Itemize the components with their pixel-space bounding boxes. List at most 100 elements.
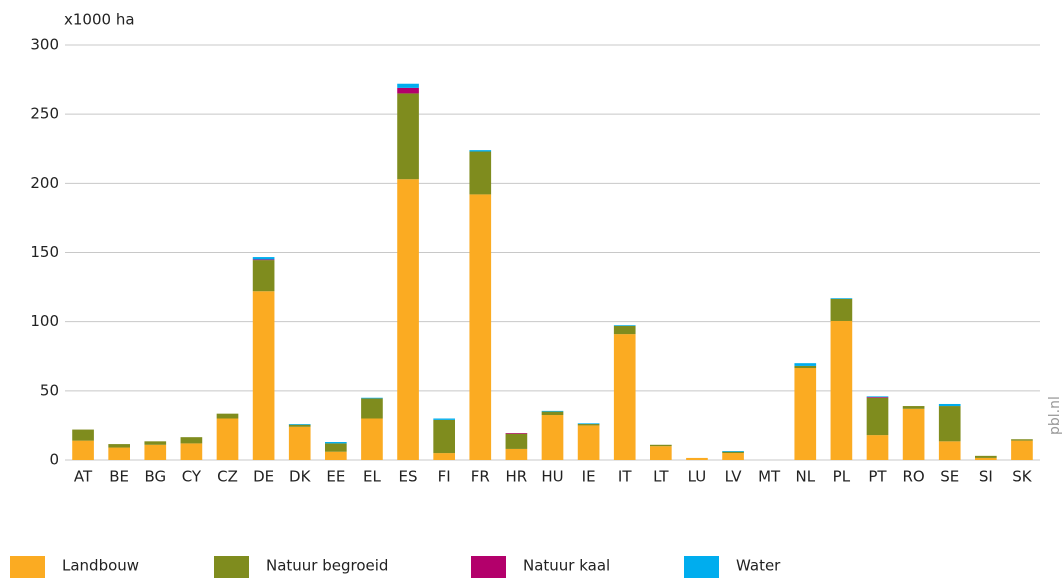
bar-segment — [902, 406, 925, 409]
bar-segment — [252, 260, 275, 292]
bar-segment — [397, 93, 419, 180]
bar-segment — [397, 83, 419, 88]
x-tick-label: HU — [541, 468, 563, 486]
y-tick-label: 150 — [30, 243, 59, 261]
x-tick-label: NL — [795, 468, 815, 486]
bar-segment — [505, 448, 528, 460]
legend-label: Landbouw — [62, 557, 139, 575]
bar-segment — [433, 453, 455, 460]
bar-segment — [361, 397, 383, 399]
bar-segment — [830, 298, 853, 299]
bar-segment — [505, 433, 528, 434]
bar-segment — [1011, 439, 1033, 441]
x-tick-label: CZ — [217, 468, 238, 486]
bar-segment — [180, 443, 203, 460]
bar-segment — [866, 397, 889, 398]
legend-swatch — [214, 556, 249, 578]
bar-segment — [361, 418, 383, 460]
bar-segment — [541, 411, 564, 416]
x-tick-label: FI — [438, 468, 451, 486]
bar-segment — [361, 398, 383, 419]
bar-segment — [1011, 440, 1033, 460]
bar-segment — [288, 426, 311, 460]
x-tick-label: LT — [653, 468, 669, 486]
bar-segment — [216, 413, 239, 419]
bar-segment — [577, 425, 600, 460]
x-tick-label: LU — [688, 468, 707, 486]
bar-segment — [722, 453, 744, 460]
bar-segment — [866, 396, 889, 398]
x-tick-label: PL — [833, 468, 851, 486]
bar-segment — [469, 151, 492, 195]
bar-segment — [577, 423, 600, 425]
bar-segment — [650, 446, 672, 460]
bar-segment — [938, 406, 961, 442]
bar-segment — [613, 325, 636, 326]
x-tick-label: DE — [253, 468, 274, 486]
bar-segment — [938, 441, 961, 460]
bar-segment — [541, 415, 564, 460]
bar-segment — [613, 325, 636, 335]
bar-segment — [433, 418, 455, 420]
legend-label: Water — [736, 557, 781, 575]
bar-segment — [794, 368, 817, 460]
x-tick-label: PT — [868, 468, 887, 486]
y-tick-label: 300 — [30, 36, 59, 54]
y-tick-label: 250 — [30, 105, 59, 123]
bar-segment — [252, 257, 275, 260]
bar-segment — [252, 259, 275, 261]
bar-segment — [866, 435, 889, 460]
bar-segment — [722, 451, 744, 454]
legend-swatch — [10, 556, 45, 578]
bar-segment — [830, 298, 853, 321]
y-tick-label: 200 — [30, 174, 59, 192]
bar-segment — [722, 451, 744, 452]
bar-segment — [794, 363, 817, 366]
x-tick-label: BE — [109, 468, 129, 486]
bar-segment — [180, 437, 203, 444]
x-tick-label: CY — [182, 468, 202, 486]
bar-segment — [686, 457, 708, 460]
bar-segment — [469, 194, 492, 460]
bar-segment — [325, 451, 347, 460]
bar-segment — [216, 418, 239, 460]
bar-segment — [72, 429, 94, 441]
x-tick-label: LV — [725, 468, 743, 486]
bar-segment — [144, 444, 167, 460]
x-tick-label: ES — [399, 468, 418, 486]
bar-segment — [577, 424, 600, 426]
y-tick-label: 0 — [49, 451, 59, 469]
bar-segment — [397, 179, 419, 460]
bar-segment — [469, 150, 492, 152]
bar-segment — [288, 424, 311, 427]
bar-segment — [866, 397, 889, 436]
bar-segment — [830, 320, 853, 460]
x-tick-label: FR — [471, 468, 490, 486]
source: pbl.nl — [1047, 396, 1063, 435]
bar-segment — [108, 444, 130, 448]
x-tick-label: BG — [144, 468, 166, 486]
legend-swatch — [471, 556, 506, 578]
legend-label: Natuur kaal — [523, 557, 610, 575]
bar-segment — [108, 447, 130, 460]
y-tick-label: 100 — [30, 312, 59, 330]
bar-segment — [650, 444, 672, 447]
bar-segment — [252, 291, 275, 460]
x-tick-label: SE — [940, 468, 959, 486]
x-tick-label: RO — [902, 468, 924, 486]
x-tick-label: AT — [74, 468, 93, 486]
x-tick-label: MT — [758, 468, 781, 486]
x-tick-label: EL — [363, 468, 381, 486]
x-tick-label: SI — [979, 468, 993, 486]
bar-segment — [144, 441, 167, 445]
bar-segment — [902, 408, 925, 460]
x-tick-label: EE — [326, 468, 345, 486]
x-tick-label: IT — [618, 468, 632, 486]
y-axis-label: x1000 ha — [64, 11, 135, 29]
x-tick-label: IE — [582, 468, 596, 486]
bar-segment — [541, 410, 564, 412]
bar-segment — [794, 365, 817, 369]
bar-segment — [938, 403, 961, 407]
bar-segment — [505, 433, 528, 449]
